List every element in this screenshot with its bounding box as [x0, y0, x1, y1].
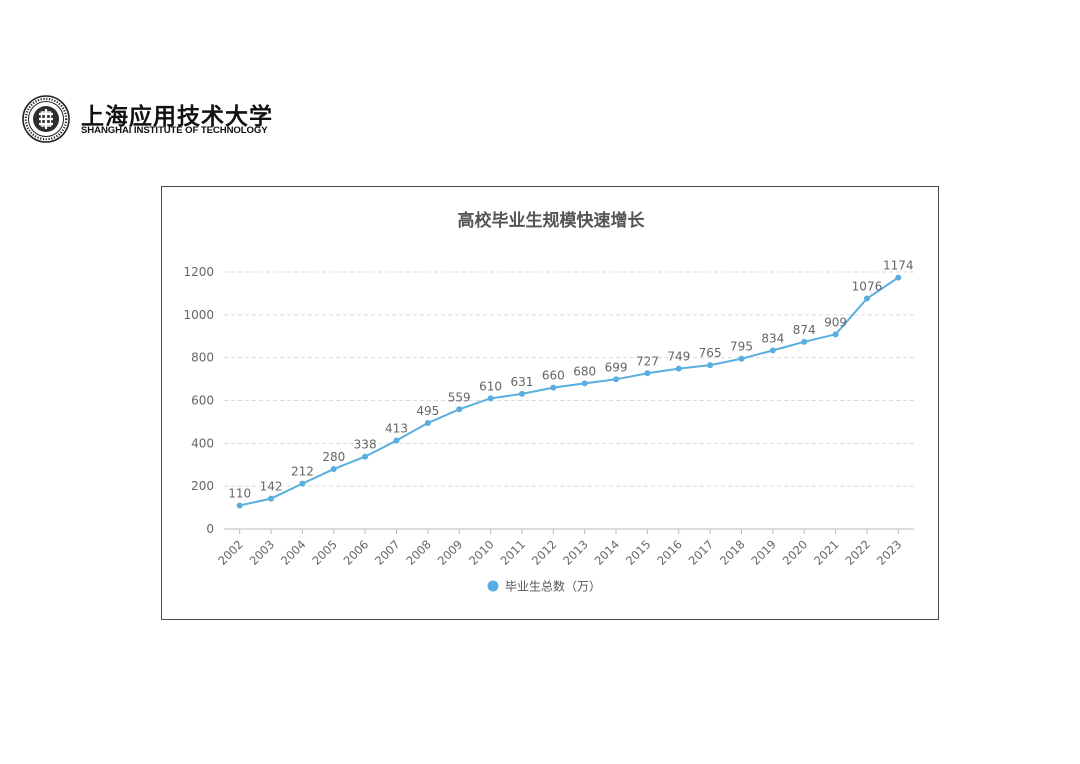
data-label: 610 [479, 379, 502, 393]
data-label: 631 [511, 375, 534, 389]
data-point[interactable] [613, 376, 620, 383]
data-point[interactable] [299, 480, 306, 487]
data-points [236, 274, 902, 509]
data-point[interactable] [801, 338, 808, 345]
data-label: 909 [824, 315, 847, 329]
data-point[interactable] [330, 466, 337, 473]
school-name-cn: 上海应用技术大学 [81, 103, 273, 130]
data-point[interactable] [268, 495, 275, 502]
data-point[interactable] [393, 437, 400, 444]
data-label: 338 [354, 438, 377, 452]
grid-lines [224, 271, 914, 487]
school-logo: 上海应用技术大学 SHANGHAI INSTITUTE OF TECHNOLOG… [22, 95, 282, 145]
x-tick-label: 2003 [247, 537, 278, 568]
school-seal-icon [22, 95, 70, 143]
x-tick-label: 2021 [811, 537, 842, 568]
data-label: 110 [228, 486, 251, 500]
x-tick-label: 2010 [466, 537, 497, 568]
data-label: 212 [291, 465, 314, 479]
x-tick-label: 2022 [842, 537, 873, 568]
school-name-en: SHANGHAI INSTITUTE OF TECHNOLOGY [81, 125, 268, 136]
x-tick-label: 2011 [497, 537, 528, 568]
legend-label[interactable]: 毕业生总数（万） [505, 579, 601, 594]
y-tick-label: 1200 [183, 265, 214, 279]
y-tick-label: 600 [191, 394, 214, 408]
x-tick-label: 2009 [435, 537, 466, 568]
y-tick-label: 400 [191, 436, 214, 450]
x-tick-label: 2008 [403, 537, 434, 568]
x-tick-label: 2023 [874, 537, 905, 568]
data-label: 765 [699, 346, 722, 360]
y-tick-label: 0 [206, 522, 214, 536]
data-label: 680 [573, 364, 596, 378]
data-label: 874 [793, 323, 816, 337]
x-tick-label: 2020 [780, 537, 811, 568]
data-point[interactable] [518, 390, 525, 397]
data-label: 699 [605, 360, 628, 374]
data-point[interactable] [707, 362, 714, 369]
data-label: 413 [385, 422, 408, 436]
series-line [239, 276, 899, 507]
data-label: 795 [730, 340, 753, 354]
y-tick-label: 200 [191, 479, 214, 493]
data-point[interactable] [581, 380, 588, 387]
x-tick-label: 2007 [372, 537, 403, 568]
y-tick-label: 800 [191, 351, 214, 365]
x-tick-label: 2018 [717, 537, 748, 568]
data-point[interactable] [362, 453, 369, 460]
data-point[interactable] [863, 295, 870, 302]
x-tick-label: 2005 [309, 537, 340, 568]
data-label: 727 [636, 354, 659, 368]
data-point[interactable] [895, 274, 902, 281]
data-label: 660 [542, 369, 565, 383]
data-point[interactable] [644, 370, 651, 377]
data-point[interactable] [832, 331, 839, 338]
legend-marker[interactable] [487, 580, 499, 592]
data-point[interactable] [550, 384, 557, 391]
data-point[interactable] [487, 395, 494, 402]
x-tick-label: 2019 [748, 537, 779, 568]
data-label: 495 [416, 404, 439, 418]
data-point[interactable] [456, 406, 463, 413]
data-labels: 110 142 212 280 338 413 495 559 610 631 660 680 699 7… [228, 259, 913, 501]
x-tick-label: 2015 [623, 537, 654, 568]
x-tick-label: 2004 [278, 537, 309, 568]
legend: 毕业生总数（万） [487, 579, 601, 594]
x-axis: 2002 2003 2004 2005 2006 2007 2008 2009 2010 2011… [215, 528, 914, 568]
y-axis-ticks: 0 200 400 600 800 1000 1200 [183, 265, 214, 536]
data-label: 559 [448, 390, 471, 404]
x-tick-label: 2006 [341, 537, 372, 568]
data-label: 1076 [852, 280, 883, 294]
data-point[interactable] [738, 355, 745, 362]
x-tick-label: 2002 [215, 537, 246, 568]
x-tick-label: 2016 [654, 537, 685, 568]
series-path [239, 276, 899, 507]
data-label: 834 [761, 331, 784, 345]
data-point[interactable] [424, 419, 431, 426]
data-point[interactable] [769, 347, 776, 354]
x-tick-label: 2012 [529, 537, 560, 568]
x-tick-label: 2013 [560, 537, 591, 568]
x-tick-label: 2014 [592, 537, 623, 568]
x-tick-label: 2017 [686, 537, 717, 568]
data-point[interactable] [675, 365, 682, 372]
data-label: 142 [260, 480, 283, 494]
chart-title: 高校毕业生规模快速增长 [458, 210, 646, 231]
data-point[interactable] [236, 502, 243, 509]
data-label: 1174 [883, 259, 914, 273]
data-label: 749 [667, 350, 690, 364]
chart-panel: 高校毕业生规模快速增长 0 200 400 600 800 1000 1200 2002 20… [161, 186, 939, 620]
y-tick-label: 1000 [183, 308, 214, 322]
data-label: 280 [322, 450, 345, 464]
